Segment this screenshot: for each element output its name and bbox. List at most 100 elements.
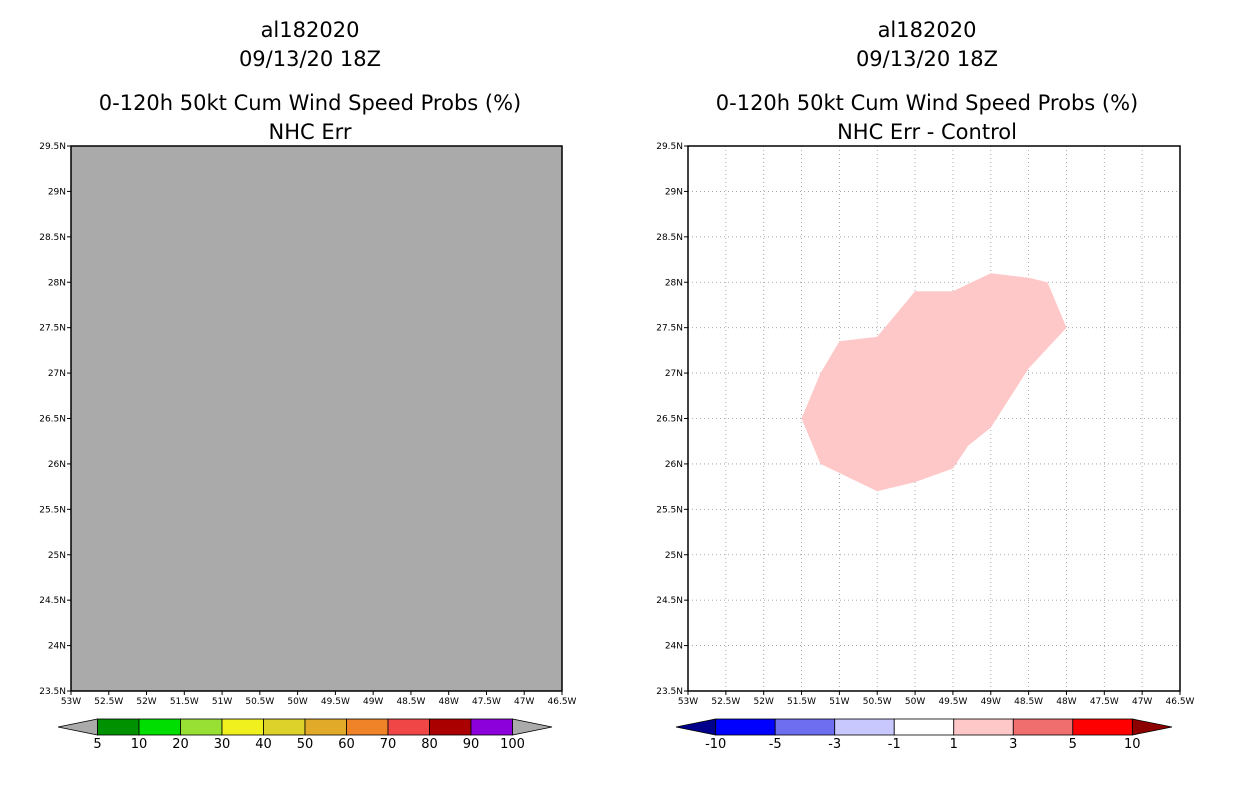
colorbar-low-triangle: [57, 718, 98, 736]
y-tick-label: 23.5N: [656, 687, 683, 697]
y-tick-label: 26.5N: [656, 415, 683, 425]
right-product-title: 0-120h 50kt Cum Wind Speed Probs (%): [716, 91, 1138, 115]
y-tick-label: 26.5N: [39, 415, 66, 425]
colorbar-box: [180, 718, 223, 736]
y-tick-label: 25N: [665, 551, 683, 561]
x-tick-label: 47.5W: [472, 697, 501, 707]
x-tick-label: 48W: [439, 697, 459, 707]
colorbar-label: 30: [214, 737, 231, 752]
y-tick-label: 27.5N: [39, 324, 66, 334]
y-tick-label: 25N: [48, 551, 66, 561]
colorbar-label: 50: [297, 737, 314, 752]
colorbar-label: 5: [1069, 737, 1077, 752]
right-colorbar: -10 -5 -3 -1 1 3 5 10: [675, 718, 1173, 752]
colorbar-label: 10: [131, 737, 148, 752]
x-tick-label: 47W: [1132, 697, 1152, 707]
colorbar-box: [1072, 718, 1133, 736]
y-tick-label: 24N: [665, 642, 683, 652]
x-tick-label: 50W: [287, 697, 307, 707]
colorbar-label: -5: [769, 737, 782, 752]
x-tick-label: 48W: [1056, 697, 1076, 707]
y-tick-label: 23.5N: [39, 687, 66, 697]
x-tick-label: 48.5W: [1014, 697, 1043, 707]
colorbar-box: [774, 718, 836, 736]
colorbar-box: [221, 718, 264, 736]
colorbar-label: 20: [172, 737, 189, 752]
y-tick-label: 28.5N: [656, 233, 683, 243]
right-panel-titles: al182020 09/13/20 18Z 0-120h 50kt Cum Wi…: [716, 18, 1138, 144]
colorbar-box: [346, 718, 389, 736]
right-map-panel: 53W 52.5W 52W 51.5W 51W 50.5W 50W 49.5W 49W 48.5W…: [656, 142, 1194, 707]
y-tick-label: 28.5N: [39, 233, 66, 243]
y-tick-label: 29N: [48, 187, 66, 197]
x-tick-label: 48.5W: [396, 697, 425, 707]
colorbar-low-triangle: [675, 718, 717, 736]
colorbar-label: 80: [421, 737, 438, 752]
y-tick-label: 24.5N: [39, 596, 66, 606]
x-tick-label: 46.5W: [548, 697, 577, 707]
x-tick-label: 46.5W: [1166, 697, 1195, 707]
colorbar-label: 5: [93, 737, 101, 752]
x-tick-label: 53W: [61, 697, 81, 707]
colorbar-box: [304, 718, 347, 736]
colorbar-label: -3: [828, 737, 841, 752]
x-tick-label: 51.5W: [787, 697, 816, 707]
colorbar-label: 70: [380, 737, 397, 752]
colorbar-label: -1: [888, 737, 901, 752]
y-tick-label: 28N: [48, 278, 66, 288]
x-tick-label: 47.5W: [1090, 697, 1119, 707]
left-product-title: 0-120h 50kt Cum Wind Speed Probs (%): [99, 91, 521, 115]
x-tick-label: 51W: [829, 697, 849, 707]
colorbar-box: [1012, 718, 1074, 736]
left-subtitle: NHC Err: [268, 120, 351, 144]
right-storm-id: al182020: [878, 18, 977, 42]
x-tick-label: 53W: [678, 697, 698, 707]
y-tick-label: 27N: [665, 369, 683, 379]
left-storm-id: al182020: [261, 18, 360, 42]
x-tick-label: 52W: [754, 697, 774, 707]
x-tick-label: 49W: [981, 697, 1001, 707]
colorbar-box: [715, 718, 776, 736]
y-tick-label: 27.5N: [656, 324, 683, 334]
colorbar-label: 90: [463, 737, 480, 752]
colorbar-label: 3: [1009, 737, 1017, 752]
x-tick-label: 47W: [514, 697, 534, 707]
x-tick-label: 49.5W: [321, 697, 350, 707]
x-tick-label: 52.5W: [94, 697, 123, 707]
y-tick-label: 25.5N: [39, 505, 66, 515]
colorbar-label: 1: [950, 737, 958, 752]
colorbar-box: [834, 718, 895, 736]
x-tick-label: 52.5W: [711, 697, 740, 707]
left-colorbar: 5 10 20 30 40 50 60 70 80 90 100: [57, 718, 553, 752]
colorbar-high-triangle: [512, 718, 553, 736]
left-datetime: 09/13/20 18Z: [239, 47, 381, 71]
colorbar-box: [97, 718, 140, 736]
colorbar-label: 10: [1124, 737, 1141, 752]
x-tick-label: 50W: [905, 697, 925, 707]
map-background: [71, 146, 562, 691]
colorbar-box: [429, 718, 472, 736]
x-tick-label: 51W: [212, 697, 232, 707]
x-tick-label: 49W: [363, 697, 383, 707]
x-tick-label: 49.5W: [938, 697, 967, 707]
y-tick-label: 26N: [665, 460, 683, 470]
y-tick-label: 27N: [48, 369, 66, 379]
left-panel-titles: al182020 09/13/20 18Z 0-120h 50kt Cum Wi…: [99, 18, 521, 144]
x-tick-label: 50.5W: [863, 697, 892, 707]
y-tick-label: 28N: [665, 278, 683, 288]
right-subtitle: NHC Err - Control: [837, 120, 1017, 144]
x-tick-label: 51.5W: [170, 697, 199, 707]
colorbar-label: -10: [705, 737, 726, 752]
colorbar-box: [387, 718, 430, 736]
colorbar-box: [953, 718, 1014, 736]
colorbar-high-triangle: [1131, 718, 1173, 736]
y-tick-label: 25.5N: [656, 505, 683, 515]
y-tick-label: 29.5N: [656, 142, 683, 152]
colorbar-box: [470, 718, 513, 736]
probability-difference-1-to-3: [801, 273, 1067, 492]
colorbar-label: 100: [500, 737, 525, 752]
x-tick-label: 52W: [136, 697, 156, 707]
y-tick-label: 26N: [48, 460, 66, 470]
right-datetime: 09/13/20 18Z: [856, 47, 998, 71]
